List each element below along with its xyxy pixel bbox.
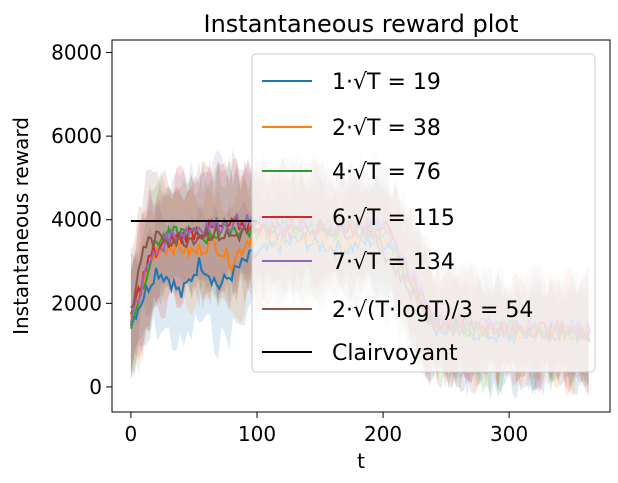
y-tick-label-3: 6000: [51, 124, 102, 148]
legend-label-4: 7·√T = 134: [332, 250, 455, 275]
x-axis-label: t: [357, 449, 365, 473]
y-tick-label-4: 8000: [51, 41, 102, 65]
y-axis-label: Instantaneous reward: [9, 117, 33, 335]
legend-label-6: Clairvoyant: [332, 341, 458, 366]
legend: 1·√T = 19 2·√T = 38 4·√T = 76 6·√T = 115 7·√…: [251, 53, 596, 373]
legend-label-0: 1·√T = 19: [332, 70, 441, 95]
legend-label-1: 2·√T = 38: [332, 116, 441, 141]
y-tick-label-0: 0: [89, 375, 102, 399]
x-tick-label-3: 300: [490, 422, 528, 446]
chart-title: Instantaneous reward plot: [204, 10, 519, 38]
x-axis: 0 100 200 300: [125, 412, 528, 446]
y-tick-label-2: 4000: [51, 208, 102, 232]
legend-label-2: 4·√T = 76: [332, 160, 441, 185]
plot-frame: [111, 39, 611, 413]
y-tick-label-1: 2000: [51, 291, 102, 315]
legend-box: [251, 53, 596, 373]
legend-label-3: 6·√T = 115: [332, 206, 455, 231]
y-axis: 0 2000 4000 6000 8000: [51, 41, 112, 399]
x-tick-label-0: 0: [125, 422, 138, 446]
legend-label-5: 2·√(T·logT)/3 = 54: [332, 298, 533, 323]
x-tick-label-1: 100: [238, 422, 276, 446]
x-tick-label-2: 200: [364, 422, 402, 446]
